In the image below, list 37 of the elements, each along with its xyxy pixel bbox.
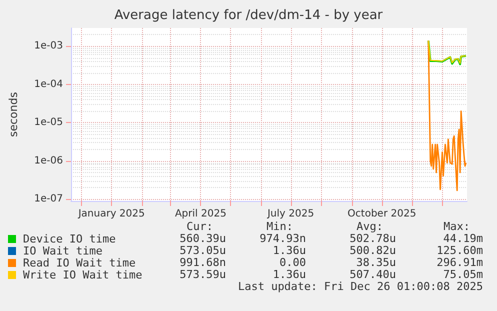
text: 573.05u	[180, 244, 226, 257]
text: Max:	[444, 220, 470, 233]
y-tick-label: 1e-03	[34, 40, 63, 52]
text: 500.82u	[350, 244, 396, 257]
text: 502.78u	[350, 232, 396, 245]
text: 573.59u	[180, 268, 226, 281]
text: Cur:	[186, 220, 213, 233]
text: 1.36u	[272, 268, 306, 281]
text: 974.93n	[260, 232, 306, 245]
chart-title: Average latency for /dev/dm-14 - by year	[114, 8, 384, 23]
y-tick-label: 1e-06	[34, 156, 63, 166]
text: 560.39u	[180, 232, 226, 245]
text: Avg:	[356, 220, 383, 233]
text: 38.35u	[356, 256, 396, 269]
x-tick-label: January 2025	[77, 208, 145, 220]
y-tick-label: 1e-05	[34, 117, 63, 128]
text: 1.36u	[272, 244, 306, 257]
text: 75.05m	[443, 268, 484, 281]
x-tick-label: October 2025	[348, 208, 416, 220]
y-axis-title: seconds	[7, 92, 20, 137]
line-series	[428, 40, 467, 192]
legend-label: IO Wait time	[23, 244, 102, 258]
text: 44.19m	[443, 232, 484, 245]
text: 125.60m	[436, 244, 484, 257]
y-tick-label: 1e-04	[34, 79, 63, 90]
y-tick-label: 1e-07	[34, 194, 63, 205]
x-tick-label: April 2025	[174, 208, 226, 220]
text: Last update: Fri Dec 26 01:00:08 2025	[238, 280, 483, 293]
text: 507.40u	[350, 268, 396, 281]
text: Min:	[266, 220, 293, 233]
legend-label: Write IO Wait time	[23, 268, 142, 282]
text: 991.68n	[180, 256, 226, 269]
legend-label: Read IO Wait time	[23, 256, 136, 270]
legend-label: Device IO time	[23, 232, 116, 246]
text: 0.00	[280, 256, 306, 269]
x-tick-label: July 2025	[266, 208, 314, 220]
text: 296.91m	[436, 256, 484, 269]
